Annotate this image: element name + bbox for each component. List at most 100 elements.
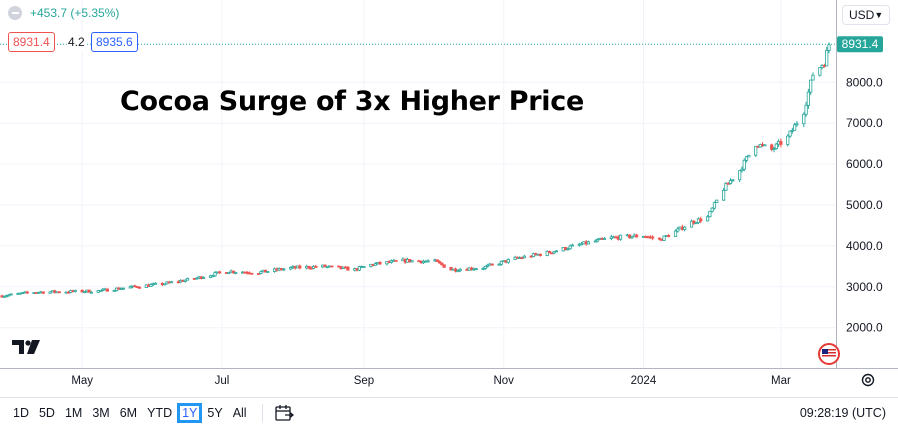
candle <box>566 248 570 251</box>
candle <box>827 44 831 51</box>
candle <box>772 148 776 151</box>
candle <box>73 289 77 292</box>
chart-annotation: Cocoa Surge of 3x Higher Price <box>120 86 584 117</box>
divider <box>261 404 263 422</box>
candle <box>98 289 103 292</box>
candle <box>715 199 719 204</box>
candle <box>7 294 11 297</box>
candle <box>231 270 235 274</box>
candle <box>497 263 501 266</box>
range-button-1d[interactable]: 1D <box>13 406 29 420</box>
currency-label: USD <box>849 8 875 22</box>
candle <box>618 234 623 240</box>
candle <box>712 202 717 209</box>
range-selector: 1D 5D 1M 3M 6M YTD 1Y 5Y All <box>8 403 252 423</box>
candle <box>802 113 806 125</box>
candle <box>426 260 430 263</box>
candle <box>673 230 678 237</box>
gear-icon[interactable] <box>860 372 876 388</box>
candle <box>149 284 153 287</box>
candle <box>87 289 91 293</box>
candle <box>554 250 558 253</box>
candle <box>185 277 190 281</box>
candle <box>474 268 478 271</box>
candle <box>763 144 767 147</box>
candle <box>786 135 790 145</box>
sell-price-button[interactable]: 8931.4 <box>8 32 55 52</box>
calendar-icon[interactable] <box>273 402 295 424</box>
candle <box>373 263 378 266</box>
range-button-5y[interactable]: 5Y <box>207 406 223 420</box>
range-button-6m[interactable]: 6M <box>119 406 138 420</box>
price-change: +453.7 (+5.35%) <box>30 6 120 20</box>
candle <box>705 216 710 222</box>
y-tick-label: 2000.0 <box>846 321 883 335</box>
x-tick-label: Mar <box>771 375 791 387</box>
candle <box>456 270 460 273</box>
candle <box>410 260 414 263</box>
candle <box>593 240 597 243</box>
candle <box>547 251 552 254</box>
avatar-icon[interactable] <box>818 343 840 365</box>
candle <box>394 259 398 262</box>
candle <box>57 291 61 294</box>
candle <box>121 287 126 290</box>
candle <box>82 291 87 294</box>
candle <box>9 293 13 296</box>
candle <box>538 253 542 256</box>
candle <box>483 265 487 269</box>
range-button-all[interactable]: All <box>232 406 247 420</box>
last-price-badge <box>837 36 883 53</box>
x-tick-label: 2024 <box>631 375 657 387</box>
currency-select[interactable]: USD ▼ <box>842 5 890 25</box>
range-button-1m[interactable]: 1M <box>64 406 83 420</box>
candle <box>651 236 655 239</box>
candle <box>699 218 703 222</box>
clock[interactable]: 09:28:19 (UTC) <box>799 406 886 420</box>
last-price-label: 8931.4 <box>842 37 879 51</box>
candle <box>657 237 662 240</box>
range-button-5d[interactable]: 5D <box>38 406 55 420</box>
candle <box>153 282 158 285</box>
candle <box>105 288 109 292</box>
candle <box>330 265 334 268</box>
candle <box>676 228 680 232</box>
candle <box>89 291 93 294</box>
candle <box>724 182 728 191</box>
buy-price-button[interactable]: 8935.6 <box>91 32 138 52</box>
candle <box>25 291 29 294</box>
x-tick-label: May <box>71 375 93 387</box>
range-button-3m[interactable]: 3M <box>92 406 110 420</box>
x-tick-label: Sep <box>354 375 374 387</box>
candle <box>357 266 361 271</box>
candle <box>112 290 116 292</box>
candle <box>667 235 671 237</box>
candle <box>770 144 774 150</box>
candle <box>728 180 733 184</box>
candle <box>307 265 311 269</box>
candle <box>128 286 132 289</box>
candle <box>250 272 254 275</box>
range-button-1y[interactable]: 1Y <box>177 403 203 423</box>
collapse-legend-button[interactable] <box>8 6 22 20</box>
candle <box>740 168 744 172</box>
candle <box>522 255 526 259</box>
candle <box>795 123 799 126</box>
candle <box>163 283 167 286</box>
candle <box>722 189 726 201</box>
candle <box>213 272 217 277</box>
y-tick-label: 6000.0 <box>846 157 883 171</box>
spread-value: 4.2 <box>68 32 85 52</box>
candle <box>346 266 350 271</box>
candle <box>137 286 142 289</box>
candle <box>788 130 792 137</box>
candle <box>570 244 575 247</box>
candle <box>545 251 549 256</box>
candle <box>289 267 293 270</box>
candle <box>793 124 797 131</box>
candle <box>282 268 286 271</box>
y-tick-label: 5000.0 <box>846 198 883 212</box>
range-button-ytd[interactable]: YTD <box>147 406 173 420</box>
candle <box>440 262 444 266</box>
